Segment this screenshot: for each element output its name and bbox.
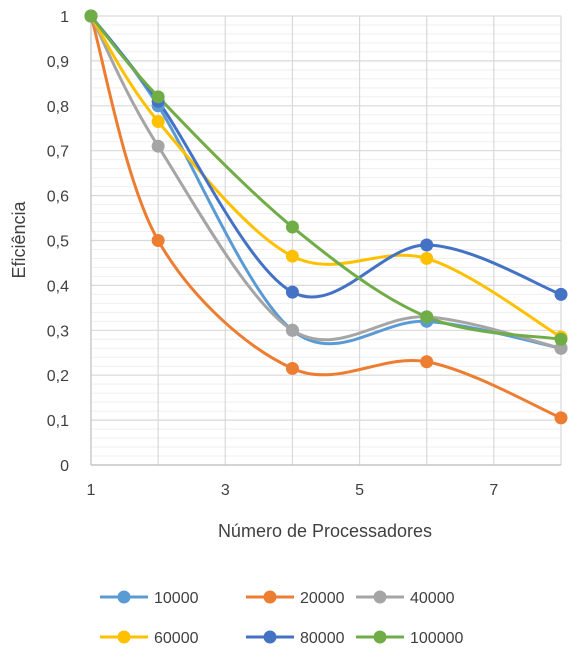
gridlines — [91, 15, 562, 466]
y-tick-label: 0,3 — [47, 323, 69, 340]
legend-swatch-marker — [373, 590, 387, 604]
data-point-20000 — [285, 361, 299, 375]
axes — [90, 16, 561, 466]
x-tick-label: 3 — [221, 482, 230, 499]
data-point-40000 — [151, 139, 165, 153]
data-point-80000 — [554, 287, 568, 301]
legend-item-10000: 10000 — [100, 590, 199, 607]
data-point-80000 — [285, 285, 299, 299]
y-tick-label: 0,2 — [47, 368, 69, 385]
data-point-40000 — [554, 341, 568, 355]
data-point-60000 — [420, 251, 434, 265]
y-tick-label: 0,6 — [47, 189, 69, 206]
data-point-40000 — [285, 323, 299, 337]
legend-swatch-marker — [373, 630, 387, 644]
data-point-20000 — [420, 355, 434, 369]
y-tick-label: 0 — [60, 458, 69, 475]
y-axis-title: Eficiência — [9, 200, 29, 278]
legend-item-40000: 40000 — [356, 590, 455, 607]
data-point-60000 — [151, 115, 165, 129]
legend-swatch-marker — [117, 630, 131, 644]
x-tick-label: 7 — [489, 482, 498, 499]
legend-item-100000: 100000 — [356, 630, 463, 647]
legend-label: 10000 — [154, 590, 199, 607]
y-tick-label: 0,9 — [47, 54, 69, 71]
y-tick-label: 0,4 — [47, 278, 69, 295]
y-tick-label: 0,7 — [47, 144, 69, 161]
data-point-100000 — [554, 332, 568, 346]
x-tick-label: 5 — [355, 482, 364, 499]
series-markers — [84, 9, 568, 425]
legend-label: 60000 — [154, 630, 199, 647]
legend-swatch-marker — [263, 630, 277, 644]
legend-label: 40000 — [410, 590, 455, 607]
y-tick-label: 0,5 — [47, 234, 69, 251]
legend-item-60000: 60000 — [100, 630, 199, 647]
x-axis-title: Número de Processadores — [218, 521, 432, 541]
legend-label: 80000 — [300, 630, 345, 647]
data-point-60000 — [285, 249, 299, 263]
series-line-60000 — [89, 14, 563, 339]
legend-swatch-marker — [117, 590, 131, 604]
tick-labels: 0 0,1 0,2 0,3 0,4 0,5 0,6 0,7 0,8 0,9 1 1 3 5 7 — [47, 9, 499, 499]
data-point-100000 — [420, 310, 434, 324]
data-point-20000 — [554, 411, 568, 425]
y-tick-label: 1 — [60, 9, 69, 26]
legend-label: 100000 — [410, 630, 463, 647]
data-point-100000 — [285, 220, 299, 234]
legend-item-80000: 80000 — [246, 630, 345, 647]
series-line-20000 — [89, 14, 563, 420]
y-tick-label: 0,1 — [47, 413, 69, 430]
data-point-20000 — [151, 234, 165, 247]
legend: 10000 20000 40000 60000 80000 100000 — [100, 590, 463, 647]
legend-label: 20000 — [300, 590, 345, 607]
data-point-100000 — [84, 9, 98, 23]
series-line-40000 — [89, 14, 563, 350]
legend-swatch-marker — [263, 590, 277, 604]
x-tick-label: 1 — [87, 482, 96, 499]
y-tick-label: 0,8 — [47, 99, 69, 116]
legend-item-20000: 20000 — [246, 590, 345, 607]
data-point-80000 — [420, 238, 434, 252]
series-line-10000 — [89, 14, 563, 350]
data-point-100000 — [151, 90, 165, 104]
